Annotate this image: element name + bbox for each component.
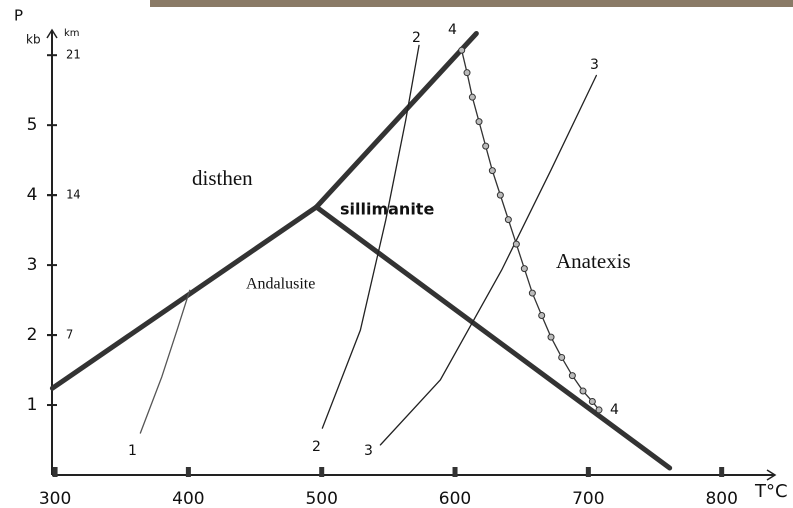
y-tick-label: 3	[27, 255, 38, 275]
point	[547, 333, 555, 341]
point	[475, 118, 483, 126]
y2-tick-label: 14	[66, 188, 80, 202]
x-axis-label: T°C	[754, 481, 788, 502]
point	[588, 398, 596, 406]
curve-label: 1	[128, 443, 137, 459]
point	[468, 93, 476, 101]
point	[504, 216, 512, 224]
point	[528, 289, 536, 297]
x-tick	[585, 467, 591, 477]
series-line	[139, 289, 191, 434]
series-line	[49, 204, 319, 391]
series-line	[379, 74, 597, 446]
region-label: sillimanite	[340, 200, 434, 219]
photo-strip	[150, 0, 793, 7]
y-tick-label: 4	[27, 185, 38, 205]
y-axis-label: P	[14, 7, 23, 25]
x-tick-label: 400	[172, 489, 204, 508]
x-tick-label: 500	[305, 489, 337, 508]
point	[520, 265, 528, 273]
y-tick-label: 5	[27, 115, 38, 135]
x-tick-label: 600	[439, 489, 471, 508]
y2-unit: km	[64, 28, 80, 39]
point	[482, 142, 490, 150]
point	[496, 191, 504, 199]
series-line	[321, 44, 420, 429]
x-tick	[319, 467, 325, 477]
y-arrow	[46, 28, 58, 39]
curve-label: 4	[448, 22, 457, 38]
point	[458, 46, 466, 54]
series-line	[313, 30, 479, 210]
point	[512, 240, 520, 248]
x-tick-label: 700	[572, 489, 604, 508]
curve-label: 3	[364, 443, 373, 459]
y2-tick-label: 21	[66, 48, 80, 62]
x-tick-label: 800	[705, 489, 737, 508]
point	[463, 69, 471, 77]
x-tick	[52, 467, 58, 477]
point	[558, 353, 566, 361]
point	[595, 406, 603, 414]
point	[579, 387, 587, 395]
y2-tick-label: 7	[66, 328, 73, 342]
y-unit: kb	[26, 33, 41, 47]
x-arrow	[766, 469, 777, 481]
region-label: Anatexis	[556, 249, 631, 273]
curve-label: 2	[412, 30, 421, 46]
x-tick	[719, 467, 725, 477]
x-tick	[452, 467, 458, 477]
series-line	[461, 49, 600, 411]
x-tick	[185, 467, 191, 477]
region-label: disthen	[192, 166, 253, 190]
series-line	[313, 204, 673, 471]
curve-label: 2	[312, 439, 321, 455]
curve-label: 4	[610, 402, 619, 418]
curve-label: 3	[590, 57, 599, 73]
y-tick-label: 1	[27, 395, 38, 415]
point	[568, 372, 576, 380]
y-tick-label: 2	[27, 325, 38, 345]
point	[538, 311, 546, 319]
region-label: Andalusite	[246, 276, 315, 293]
x-tick-label: 300	[39, 489, 71, 508]
point	[488, 167, 496, 175]
label-box	[232, 262, 362, 302]
